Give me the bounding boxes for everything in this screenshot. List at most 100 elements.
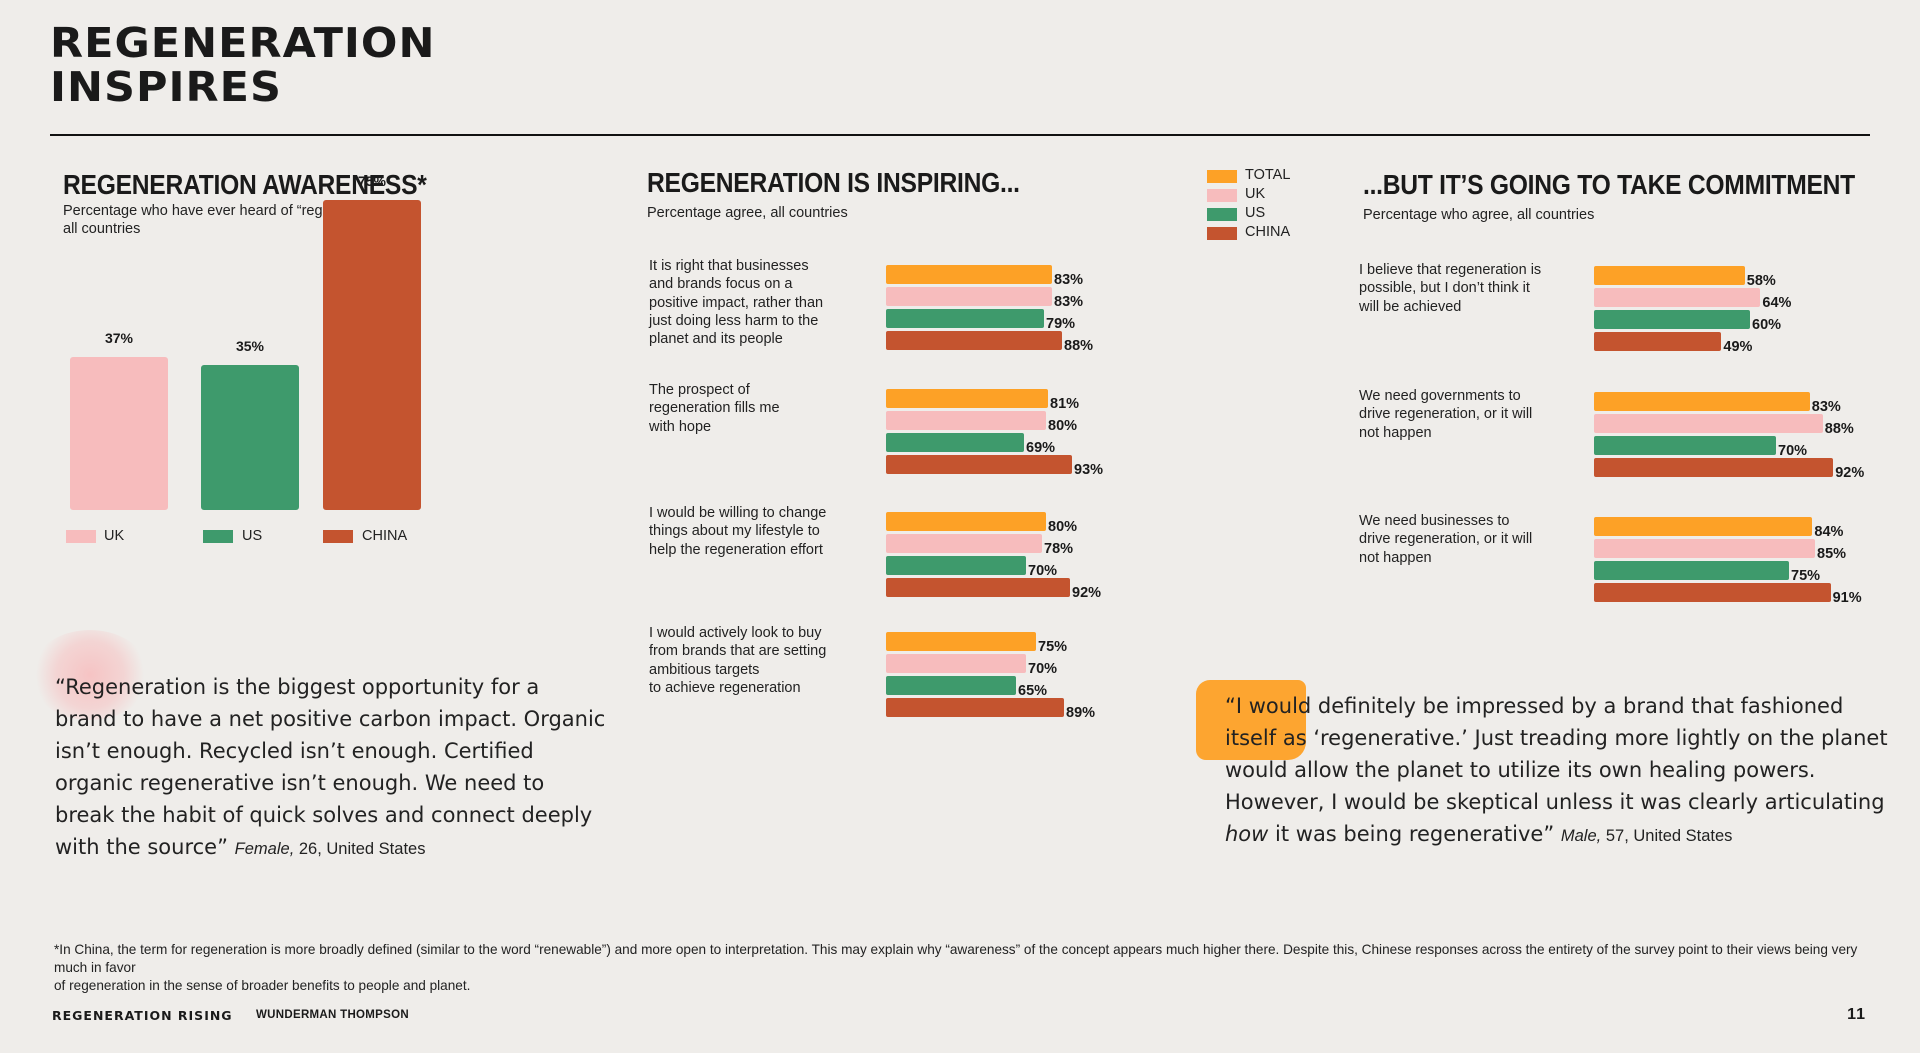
commitment-question-3: We need businesses to drive regeneration,… — [1359, 512, 1564, 567]
quote-1-line-6-text: with the source” — [55, 835, 228, 859]
quote-2-line-5: how it was being regenerative” Male, 57,… — [1225, 818, 1888, 852]
legend-label-uk: UK — [104, 528, 125, 544]
quote-2-line-4: However, I would be skeptical unless it … — [1225, 790, 1885, 814]
commitment-bar-total-1 — [1594, 266, 1745, 285]
quote-2-line-1: “I would definitely be impressed by a br… — [1225, 694, 1844, 718]
quote-female: “Regeneration is the biggest opportunity… — [55, 671, 605, 865]
legend-label-china-2: CHINA — [1245, 224, 1291, 240]
quote-2-line-2: itself as ‘regenerative.’ Just treading … — [1225, 726, 1888, 750]
legend-swatch-total — [1207, 170, 1237, 183]
quote-male: “I would definitely be impressed by a br… — [1225, 690, 1888, 852]
awareness-bar-uk — [70, 357, 168, 510]
commitment-bar-uk-3 — [1594, 539, 1815, 558]
commitment-subtitle: Percentage who agree, all countries — [1363, 207, 1595, 223]
inspiring-value-china-3: 92% — [1072, 585, 1102, 601]
awareness-value-china: 75% — [357, 173, 387, 190]
quote-1-line-3: isn’t enough. Recycled isn’t enough. Cer… — [55, 739, 534, 763]
commitment-question-2-line-1: We need governments to — [1359, 388, 1521, 404]
commitment-value-uk-2: 88% — [1824, 421, 1854, 437]
footnote-line-1: *In China, the term for regeneration is … — [54, 942, 1858, 975]
inspiring-bar-china-2 — [886, 455, 1072, 474]
legend-label-total: TOTAL — [1245, 167, 1291, 183]
commitment-question-1-line-1: I believe that regeneration is — [1359, 262, 1542, 278]
footer-brand: REGENERATION RISING — [52, 1008, 233, 1023]
commitment-question-3-line-2: drive regeneration, or it will — [1359, 531, 1533, 548]
inspiring-question-4-line-1: I would actively look to buy — [649, 625, 822, 641]
inspiring-value-uk-4: 70% — [1028, 661, 1058, 677]
inspiring-bar-china-4 — [886, 698, 1064, 717]
commitment-question-2-line-2: drive regeneration, or it will — [1359, 406, 1533, 423]
inspiring-bar-total-3 — [886, 512, 1046, 531]
quote-2-emphasis: how — [1225, 822, 1269, 846]
inspiring-bar-us-2 — [886, 433, 1024, 452]
inspiring-value-uk-1: 83% — [1054, 294, 1084, 310]
inspiring-value-us-2: 69% — [1026, 440, 1056, 456]
legend-label-us: US — [242, 528, 263, 544]
pink-brush-decoration — [30, 630, 150, 720]
inspiring-question-4-line-2: from brands that are setting — [649, 643, 827, 660]
commitment-value-total-3: 84% — [1814, 524, 1844, 540]
inspiring-value-total-3: 80% — [1048, 519, 1078, 535]
commitment-question-2: We need governments to drive regeneration… — [1359, 387, 1564, 442]
quote-1-line-5: break the habit of quick solves and conn… — [55, 803, 593, 827]
inspiring-bar-china-3 — [886, 578, 1070, 597]
commitment-value-total-2: 83% — [1811, 399, 1841, 415]
commitment-question-1-line-3: will be achieved — [1359, 298, 1462, 315]
commitment-question-3-line-3: not happen — [1359, 549, 1432, 566]
page-title-line-1: REGENERATION — [50, 20, 436, 68]
inspiring-value-uk-2: 80% — [1048, 418, 1078, 434]
inspiring-question-3-line-1: I would be willing to change — [649, 505, 827, 521]
legend-label-china: CHINA — [362, 528, 408, 544]
commitment-question-3-line-1: We need businesses to — [1359, 513, 1510, 529]
quote-1-attr-rest: 26, United States — [298, 840, 426, 858]
legend-swatch-uk — [66, 530, 96, 543]
awareness-bar-us — [201, 365, 299, 510]
inspiring-bar-total-2 — [886, 389, 1048, 408]
quote-1-line-6: with the source” Female, 26, United Stat… — [55, 831, 605, 865]
quote-2-attr-gender: Male, — [1560, 827, 1602, 845]
page-title: REGENERATION INSPIRES — [50, 22, 435, 109]
commitment-bar-china-1 — [1594, 332, 1722, 351]
inspiring-question-1-line-2: and brands focus on a — [649, 276, 793, 293]
commitment-value-china-2: 92% — [1835, 465, 1865, 481]
inspiring-question-3-line-2: things about my lifestyle to — [649, 523, 820, 540]
commitment-bar-uk-1 — [1594, 288, 1761, 307]
inspiring-question-1-line-5: planet and its people — [649, 331, 783, 348]
inspiring-question-4-line-4: to achieve regeneration — [649, 679, 801, 696]
commitment-bar-us-3 — [1594, 561, 1789, 580]
commitment-bar-china-3 — [1594, 583, 1831, 602]
inspiring-bar-uk-3 — [886, 534, 1042, 553]
awareness-bar-china — [323, 200, 421, 510]
inspiring-value-uk-3: 78% — [1044, 541, 1074, 557]
legend-swatch-us — [203, 530, 233, 543]
quote-1-attr-gender: Female, — [234, 840, 295, 858]
quote-1-line-2: brand to have a net positive carbon impa… — [55, 707, 606, 731]
awareness-title: REGENERATION AWARENESS* — [63, 169, 427, 200]
inspiring-question-1-line-4: just doing less harm to the — [649, 312, 819, 329]
awareness-subtitle: Percentage who have ever heard of “regen… — [63, 202, 476, 238]
inspiring-value-us-1: 79% — [1046, 316, 1076, 332]
page-number: 11 — [1847, 1006, 1866, 1023]
inspiring-value-total-4: 75% — [1038, 639, 1068, 655]
commitment-bar-total-3 — [1594, 517, 1813, 536]
orange-brush-decoration — [1196, 680, 1306, 760]
inspiring-question-1-line-3: positive impact, rather than — [649, 294, 824, 311]
awareness-subtitle-line-2: all countries — [63, 221, 141, 237]
legend-label-us-2: US — [1245, 205, 1266, 221]
inspiring-bar-china-1 — [886, 331, 1062, 350]
inspiring-value-total-1: 83% — [1054, 272, 1084, 288]
commitment-bar-uk-2 — [1594, 414, 1823, 433]
commitment-value-china-1: 49% — [1723, 339, 1753, 355]
inspiring-question-1: It is right that businesses and brands fo… — [649, 257, 854, 348]
quote-2-line-5-text: it was being regenerative” — [1268, 822, 1555, 846]
header-divider — [50, 134, 1870, 136]
inspiring-value-us-4: 65% — [1018, 683, 1048, 699]
inspiring-value-total-2: 81% — [1050, 396, 1080, 412]
inspiring-question-2: The prospect of regeneration fills me with… — [649, 381, 854, 436]
inspiring-bar-us-1 — [886, 309, 1044, 328]
inspiring-question-2-line-3: with hope — [649, 418, 712, 435]
legend-label-uk-2: UK — [1245, 186, 1266, 202]
inspiring-bar-total-4 — [886, 632, 1036, 651]
legend-swatch-uk-2 — [1207, 189, 1237, 202]
inspiring-question-2-line-1: The prospect of — [649, 382, 750, 398]
